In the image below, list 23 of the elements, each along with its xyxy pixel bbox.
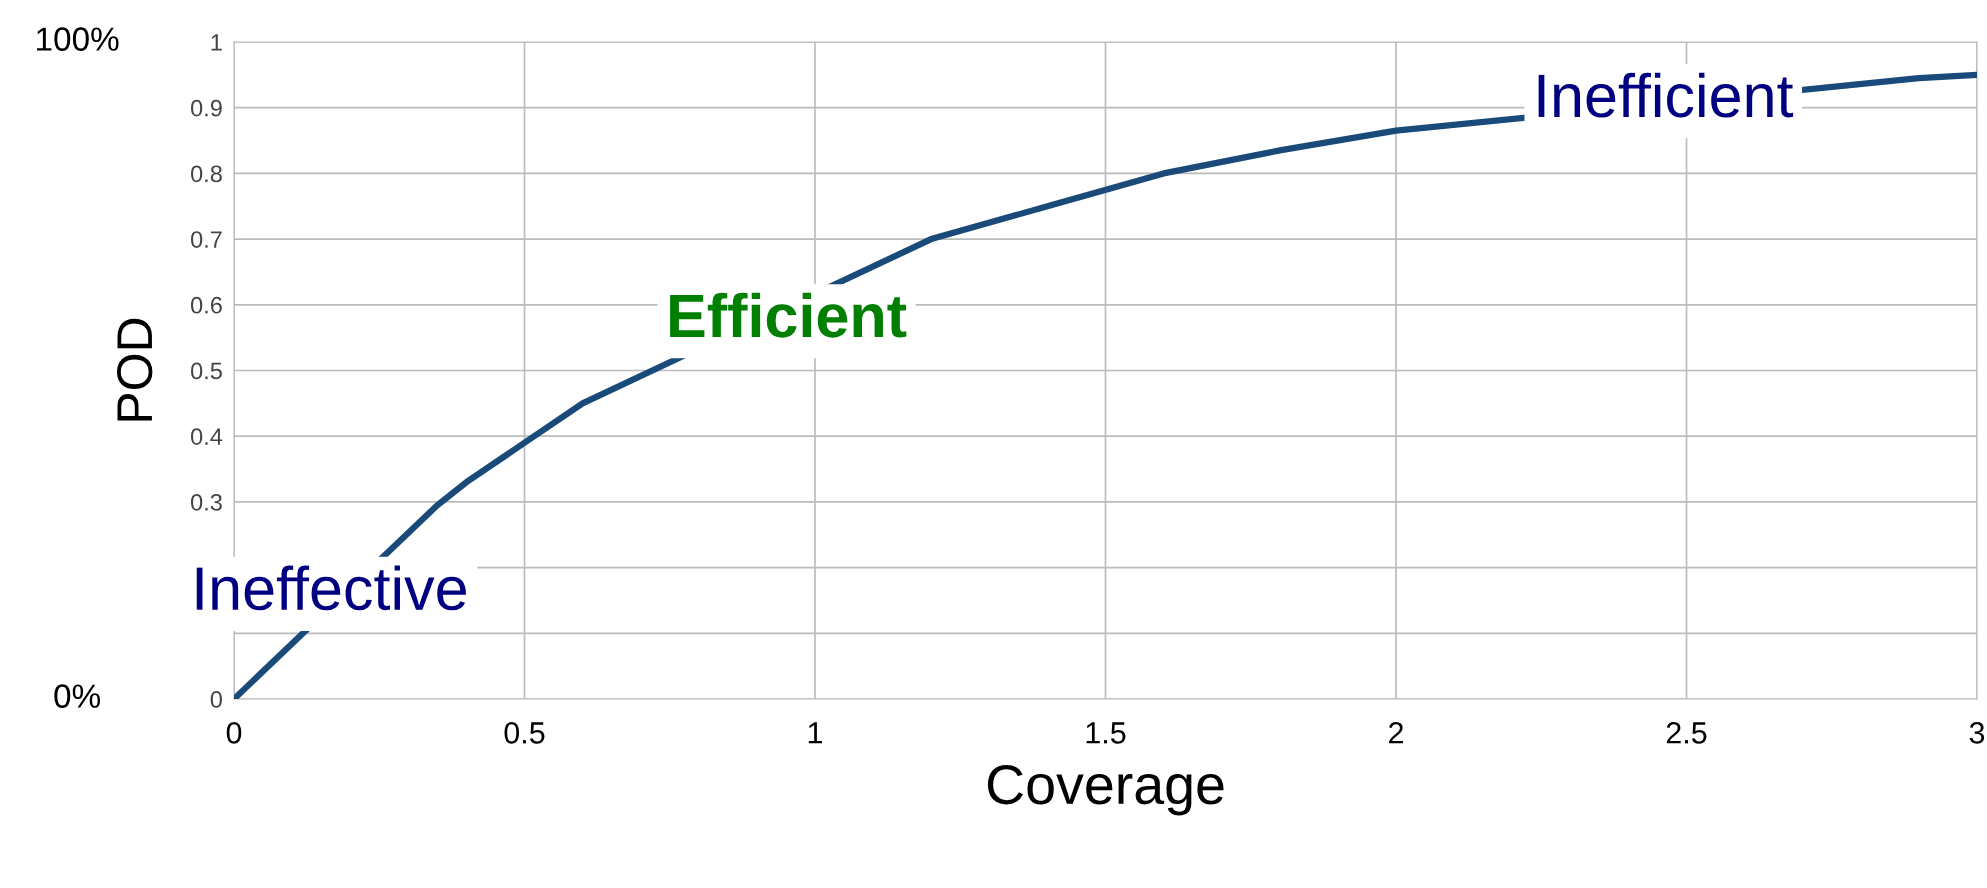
y-tick-label: 0.8 xyxy=(190,165,222,183)
text: 100% xyxy=(37,27,119,51)
y-tick-label: 0.3 xyxy=(190,493,222,511)
y-tick-label: 0.6 xyxy=(190,296,222,314)
x-tick-label: 3 xyxy=(1969,722,1985,744)
x-tick-label: 2 xyxy=(1389,722,1403,744)
y-tick-label: 0.9 xyxy=(190,99,222,117)
annotation: Efficient xyxy=(670,292,907,338)
annotation: Inefficient xyxy=(1538,72,1794,118)
y-tick-label: 0.4 xyxy=(190,428,223,445)
x-tick-label: 0 xyxy=(226,722,242,744)
x-tick-label: 0.5 xyxy=(504,722,545,744)
x-tick-label: 2.5 xyxy=(1666,722,1707,744)
text: 0% xyxy=(54,684,101,708)
x-tick-label: 1 xyxy=(808,722,823,744)
x-tick-label: 1.5 xyxy=(1086,722,1126,744)
y-tick-label: 1 xyxy=(211,34,222,51)
x-axis-title: Coverage xyxy=(987,765,1224,816)
y-tick-label: 0.7 xyxy=(190,231,222,248)
y-tick-label: 0.5 xyxy=(190,362,222,380)
y-tick-label: 0 xyxy=(210,691,222,708)
annotation: Ineffective xyxy=(196,565,466,611)
y-axis-title: POD xyxy=(117,318,153,421)
